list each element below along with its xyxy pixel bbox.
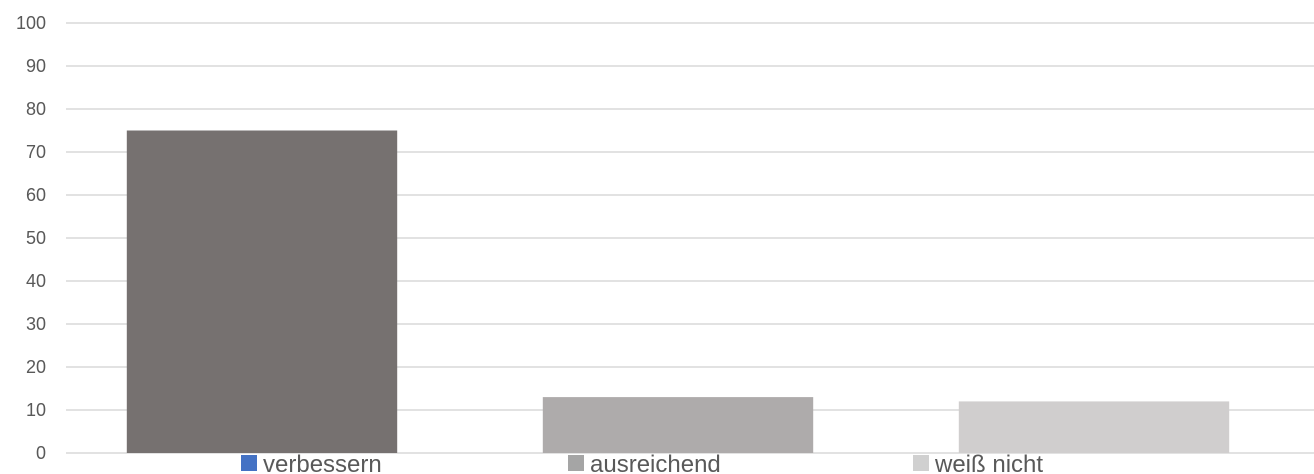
legend-swatch [241,455,257,471]
bars [126,130,1230,453]
y-tick-label: 60 [26,185,46,205]
y-tick-label: 40 [26,271,46,291]
y-tick-label: 80 [26,99,46,119]
legend-swatch [913,455,929,471]
y-tick-label: 90 [26,56,46,76]
y-tick-label: 10 [26,400,46,420]
y-tick-label: 30 [26,314,46,334]
y-tick-label: 20 [26,357,46,377]
legend: verbessern ausreichend weiß nicht [241,451,1043,474]
y-tick-label: 50 [26,228,46,248]
y-tick-label: 0 [36,443,46,463]
bar-verbessern [126,130,398,453]
y-tick-label: 100 [16,13,46,33]
legend-label: weiß nicht [934,451,1043,474]
legend-label: ausreichend [590,451,721,474]
y-tick-label: 70 [26,142,46,162]
y-axis-ticks: 0 10 20 30 40 50 60 70 80 90 100 [16,13,46,463]
legend-label: verbessern [263,451,382,474]
bar-ausreichend [542,397,814,453]
legend-swatch [568,455,584,471]
bar-weiß-nicht [958,401,1230,453]
